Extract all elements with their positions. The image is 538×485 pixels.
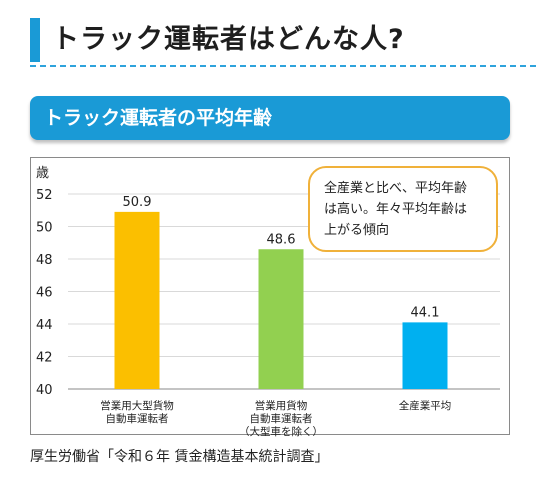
x-category-label: 全産業平均 [399, 399, 452, 412]
bar [114, 211, 160, 389]
title-divider [30, 65, 536, 67]
title-accent-bar [30, 18, 40, 62]
x-category-label: 自動車運転者 [250, 412, 313, 425]
source-note: 厚生労働省「令和６年 賃金構造基本統計調査」 [30, 449, 329, 465]
callout-line-3: 上がる傾向 [324, 223, 390, 238]
x-category-label: 自動車運転者 [106, 412, 169, 425]
y-tick-label: 52 [36, 188, 53, 203]
y-axis-unit-label: 歳 [36, 166, 49, 181]
callout-note: 全産業と比べ、平均年齢 は高い。年々平均年齢は 上がる傾向 [308, 166, 498, 252]
bar-value-label: 50.9 [123, 195, 152, 210]
bar [402, 322, 448, 389]
section-title: トラック運転者の平均年齢 [44, 107, 273, 129]
y-tick-label: 44 [36, 318, 53, 333]
x-category-label: 営業用大型貨物 [100, 399, 174, 412]
y-tick-label: 50 [36, 221, 53, 236]
y-tick-label: 48 [36, 253, 53, 268]
callout-line-1: 全産業と比べ、平均年齢 [324, 181, 468, 196]
page-title: トラック運転者はどんな人? [52, 24, 405, 55]
callout-line-2: は高い。年々平均年齢は [324, 202, 468, 217]
bar-value-label: 44.1 [411, 305, 440, 320]
section-header: トラック運転者の平均年齢 [30, 96, 510, 140]
y-tick-label: 42 [36, 351, 53, 366]
bar-value-label: 48.6 [267, 232, 296, 247]
x-category-label: 営業用貨物 [255, 399, 308, 412]
y-tick-label: 46 [36, 286, 53, 301]
x-category-label: （大型車を除く） [239, 425, 323, 438]
y-tick-label: 40 [36, 383, 53, 398]
bar [258, 249, 304, 389]
